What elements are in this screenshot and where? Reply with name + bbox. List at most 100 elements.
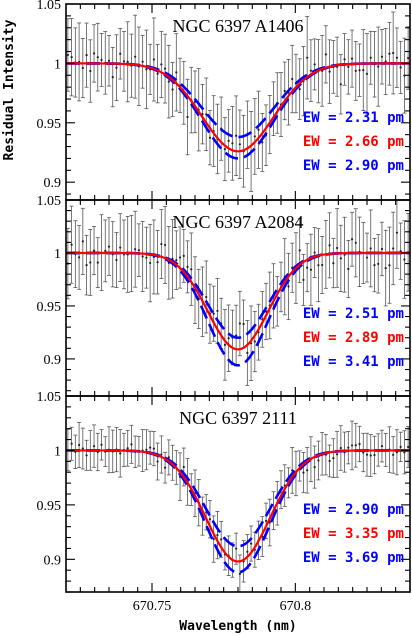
data-point (392, 453, 395, 457)
data-point (89, 69, 92, 73)
data-point (96, 56, 99, 59)
data-point (175, 71, 178, 74)
data-point (100, 58, 103, 62)
data-point (358, 442, 361, 446)
y-tick-label: 1.05 (37, 0, 62, 13)
data-point (257, 128, 260, 131)
data-point (313, 63, 316, 66)
data-point (235, 547, 238, 550)
data-point (317, 264, 320, 267)
y-tick-label: 0.9 (44, 353, 62, 368)
data-point (205, 295, 208, 299)
data-point (298, 249, 301, 252)
data-point (309, 268, 313, 271)
data-point (190, 268, 193, 271)
panel-title: NGC 6397 A2084 (172, 212, 303, 232)
data-point (235, 134, 238, 137)
y-tick-label: 0.95 (37, 499, 62, 514)
data-point (126, 447, 129, 450)
data-point (227, 139, 230, 142)
data-point (377, 262, 380, 265)
model-line-red (66, 251, 410, 351)
ew-label: EW = 3.35 pm (303, 526, 404, 542)
y-tick-label: 1.05 (37, 194, 62, 209)
data-point (115, 258, 118, 262)
data-point (380, 444, 384, 448)
data-point (313, 465, 316, 469)
data-point (380, 55, 384, 58)
data-point (238, 143, 241, 146)
data-point (77, 443, 81, 447)
data-point (380, 247, 384, 251)
data-point (160, 63, 163, 66)
data-point (171, 88, 174, 91)
data-point (107, 245, 111, 248)
model-line-blue-dashed (66, 251, 410, 340)
data-point (182, 465, 185, 469)
data-point (152, 447, 155, 450)
y-tick-label: 0.95 (37, 117, 62, 132)
data-point (100, 443, 103, 446)
data-point (362, 68, 365, 72)
data-point (328, 70, 331, 73)
data-point (253, 340, 256, 343)
data-point (249, 542, 253, 545)
data-point (160, 242, 163, 246)
data-point (350, 238, 354, 241)
x-axis-label: Wavelength (nm) (179, 619, 296, 634)
data-point (287, 285, 290, 288)
data-point (126, 60, 129, 63)
data-point (332, 457, 335, 460)
data-point (407, 56, 410, 60)
data-point (163, 466, 167, 469)
data-point (242, 322, 245, 326)
data-point (92, 444, 96, 448)
data-point (339, 257, 342, 260)
data-point (141, 60, 144, 63)
y-tick-label: 1 (54, 444, 61, 459)
data-point (238, 322, 241, 325)
data-point (354, 241, 357, 244)
data-point (145, 448, 148, 451)
ew-label: EW = 2.90 pm (303, 158, 404, 174)
data-point (388, 264, 391, 267)
data-point (85, 264, 88, 267)
data-point (309, 69, 313, 72)
data-point (369, 454, 372, 457)
data-point (343, 58, 346, 61)
data-point (321, 263, 324, 267)
data-point (163, 67, 167, 70)
data-point (111, 76, 114, 79)
data-point (163, 243, 167, 247)
data-point (92, 52, 96, 55)
data-point (167, 80, 170, 83)
data-point (149, 261, 152, 265)
data-point (119, 246, 122, 249)
data-point (395, 231, 399, 234)
data-point (156, 460, 159, 463)
data-point (365, 453, 369, 456)
data-point (156, 261, 159, 264)
data-point (407, 445, 410, 449)
data-point (350, 444, 354, 447)
panel-3: 0.9 0.95 1 1.05 NGC 6397 2111 EW = 2.90 pm EW … (37, 390, 411, 593)
data-point (264, 519, 268, 523)
data-point (134, 55, 137, 58)
data-point (107, 59, 111, 62)
y-tick-label: 0.9 (44, 176, 62, 191)
data-point (212, 312, 215, 315)
data-point (328, 244, 331, 247)
data-point (216, 309, 219, 312)
data-point (358, 69, 361, 72)
data-point (313, 251, 316, 254)
data-point (70, 56, 73, 59)
data-point (328, 459, 331, 463)
data-point (130, 443, 133, 446)
panels: 0.9 0.95 1 1.05 NGC 6397 A1406 EW = 2.31 pm EW… (37, 0, 411, 614)
y-tick-label: 0.95 (37, 300, 62, 315)
model-line-red (66, 449, 410, 563)
data-point (302, 278, 305, 281)
data-point (339, 446, 342, 450)
data-point (283, 89, 286, 92)
y-axis-label: Residual Intensity (2, 19, 17, 160)
